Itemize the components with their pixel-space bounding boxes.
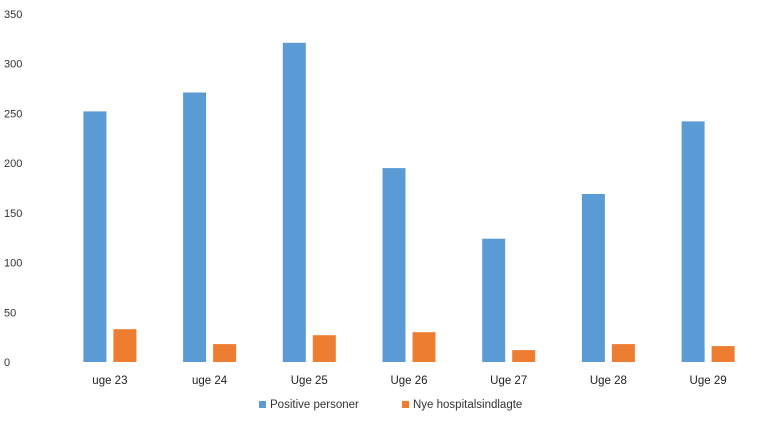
x-tick-label: Uge 28 bbox=[590, 375, 627, 387]
x-tick-label: Uge 26 bbox=[390, 375, 427, 387]
legend: Positive personer Nye hospitalsindlagte bbox=[259, 399, 522, 411]
bar-positive-personer-6 bbox=[681, 121, 705, 363]
x-tick-label: Uge 27 bbox=[490, 375, 527, 387]
y-tick-label: 350 bbox=[4, 9, 22, 21]
x-axis-labels: uge 23 uge 24 Uge 25 Uge 26 Uge 27 Uge 28 Uge … bbox=[92, 375, 726, 387]
y-tick-label: 0 bbox=[4, 357, 10, 369]
bars bbox=[83, 42, 735, 363]
bar-positive-personer-3 bbox=[382, 168, 406, 362]
bar-nye-hospitalsindlagte-0 bbox=[113, 329, 137, 362]
bar-positive-personer-1 bbox=[183, 92, 207, 362]
bar-positive-personer-0 bbox=[83, 111, 107, 363]
x-tick-label: Uge 25 bbox=[291, 375, 328, 387]
bar-positive-personer-4 bbox=[482, 238, 506, 362]
y-tick-label: 300 bbox=[4, 59, 22, 71]
y-tick-label: 50 bbox=[4, 307, 16, 319]
legend-label-0: Positive personer bbox=[270, 399, 359, 411]
bar-nye-hospitalsindlagte-6 bbox=[711, 346, 735, 362]
x-tick-label: uge 24 bbox=[192, 375, 228, 387]
y-tick-label: 250 bbox=[4, 108, 22, 120]
y-tick-label: 100 bbox=[4, 258, 22, 270]
bar-nye-hospitalsindlagte-3 bbox=[412, 332, 436, 362]
y-axis-ticks: 0 50 100 150 200 250 300 350 bbox=[4, 9, 22, 369]
bar-positive-personer-5 bbox=[581, 194, 605, 362]
legend-swatch-1 bbox=[402, 401, 409, 408]
x-tick-label: Uge 29 bbox=[690, 375, 727, 387]
bar-nye-hospitalsindlagte-1 bbox=[213, 344, 237, 362]
legend-swatch-0 bbox=[259, 401, 266, 408]
bar-positive-personer-2 bbox=[282, 42, 306, 363]
legend-label-1: Nye hospitalsindlagte bbox=[413, 399, 522, 411]
x-tick-label: uge 23 bbox=[92, 375, 127, 387]
y-tick-label: 200 bbox=[4, 158, 22, 170]
bar-nye-hospitalsindlagte-4 bbox=[512, 350, 536, 362]
y-tick-label: 150 bbox=[4, 208, 22, 220]
bar-nye-hospitalsindlagte-5 bbox=[611, 344, 635, 362]
bar-nye-hospitalsindlagte-2 bbox=[312, 335, 336, 362]
